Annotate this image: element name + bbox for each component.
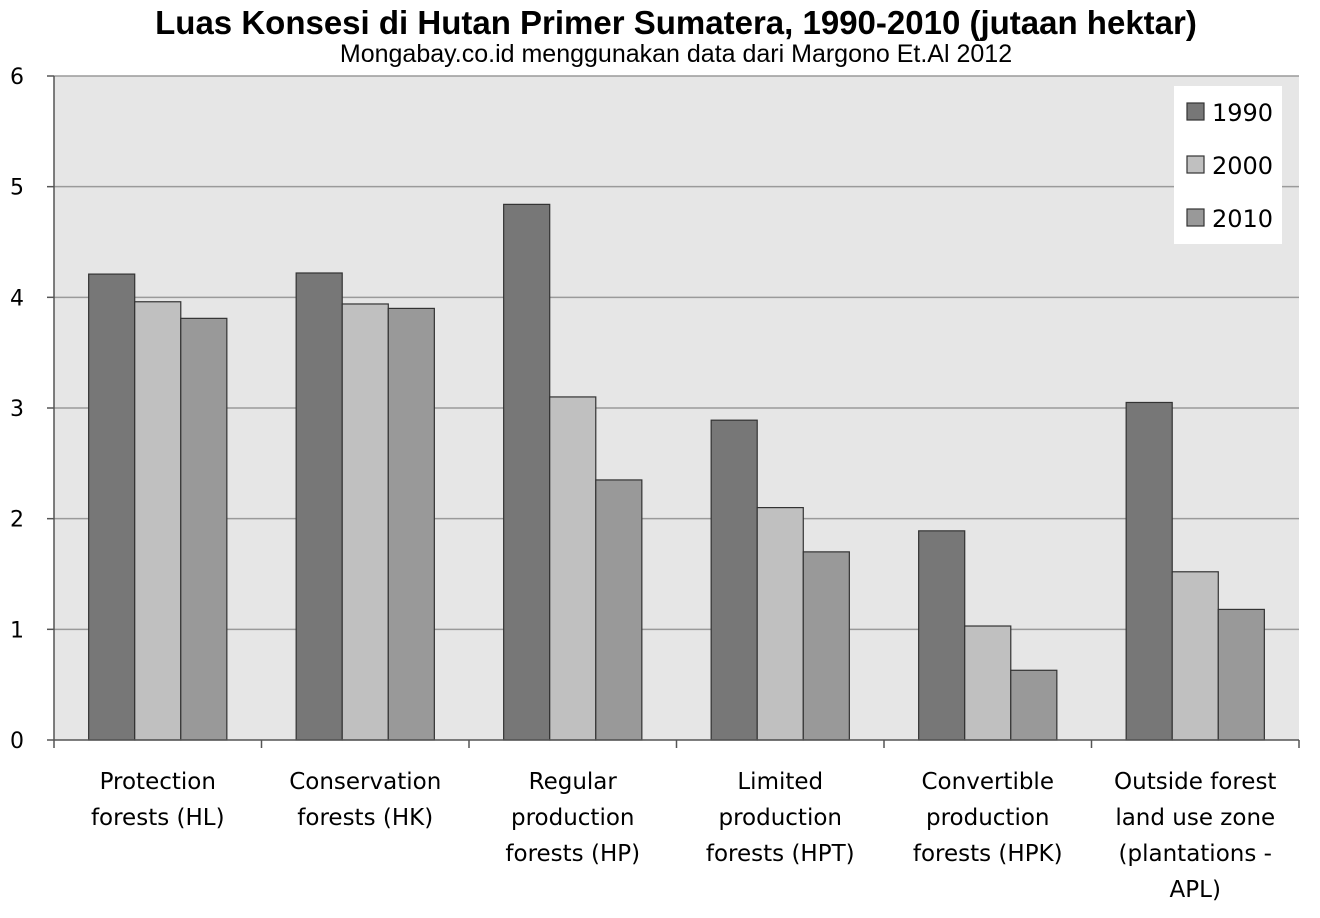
legend-swatch-2010 xyxy=(1186,208,1205,227)
bar-1990 xyxy=(710,419,758,741)
bar-2000 xyxy=(756,507,804,741)
legend-swatch-1990 xyxy=(1186,102,1205,121)
x-category-label: production xyxy=(926,805,1050,831)
bar-1990 xyxy=(88,273,136,741)
bar-2010 xyxy=(595,479,643,741)
bar-2010 xyxy=(387,307,435,741)
bar-2010 xyxy=(1010,669,1058,741)
bar-2010 xyxy=(802,551,850,741)
bar-1990 xyxy=(503,203,551,741)
bar-2000 xyxy=(1171,571,1219,741)
x-category-label: land use zone xyxy=(1115,805,1275,831)
y-tick-label: 6 xyxy=(10,65,24,90)
bar-2000 xyxy=(341,303,389,741)
x-category-label: forests (HPT) xyxy=(706,841,855,867)
legend-label-1990: 1990 xyxy=(1212,99,1273,127)
x-category-label: forests (HPK) xyxy=(913,841,1063,867)
axes xyxy=(47,75,1300,748)
bar-2000 xyxy=(964,625,1012,741)
x-category-label: Convertible xyxy=(922,769,1054,795)
bars xyxy=(88,203,1265,741)
legend-label-2000: 2000 xyxy=(1212,152,1273,180)
x-category-label: (plantations - xyxy=(1119,841,1272,867)
y-tick-label: 3 xyxy=(10,397,24,422)
x-category-label: production xyxy=(718,805,842,831)
legend-label-2010: 2010 xyxy=(1212,205,1273,233)
x-category-label: Regular xyxy=(529,769,618,795)
bar-2010 xyxy=(1217,608,1265,741)
bar-1990 xyxy=(1125,401,1173,741)
x-category-labels: Protection forests (HL) Conservation forest… xyxy=(91,769,1277,903)
x-category-label: forests (HP) xyxy=(505,841,640,867)
y-tick-label: 2 xyxy=(10,508,24,533)
bar-2000 xyxy=(549,396,597,741)
chart-subtitle: Mongabay.co.id menggunakan data dari Mar… xyxy=(340,40,1012,68)
x-category-label: forests (HL) xyxy=(91,805,225,831)
x-category-label: Outside forest xyxy=(1114,769,1276,795)
x-category-label: Limited xyxy=(737,769,823,795)
x-category-label: APL) xyxy=(1170,877,1221,903)
x-category-label: forests (HK) xyxy=(297,805,433,831)
y-tick-labels: 0 1 2 3 4 5 6 xyxy=(10,65,24,754)
chart-title: Luas Konsesi di Hutan Primer Sumatera, 1… xyxy=(155,4,1197,41)
y-tick-label: 0 xyxy=(10,729,24,754)
x-category-label: production xyxy=(511,805,635,831)
legend: 1990 2000 2010 xyxy=(1174,86,1282,244)
bar-2000 xyxy=(134,301,182,741)
legend-swatch-2000 xyxy=(1186,155,1205,174)
y-tick-label: 5 xyxy=(10,176,24,201)
x-category-label: Protection xyxy=(100,769,216,795)
x-category-label: Conservation xyxy=(289,769,441,795)
bar-1990 xyxy=(295,272,343,741)
bar-2010 xyxy=(180,317,228,741)
y-tick-label: 4 xyxy=(10,286,24,311)
bar-1990 xyxy=(918,530,966,741)
gridlines xyxy=(54,75,1299,631)
y-tick-label: 1 xyxy=(10,618,24,643)
